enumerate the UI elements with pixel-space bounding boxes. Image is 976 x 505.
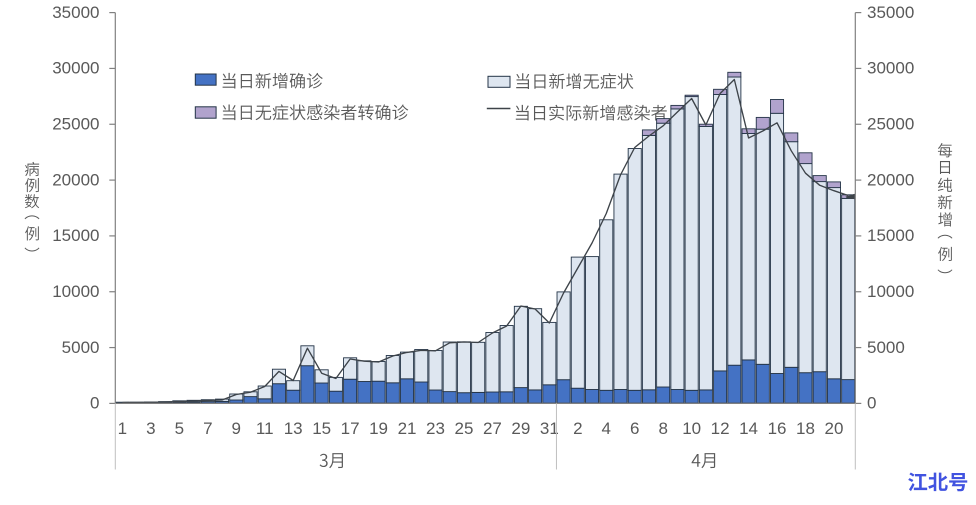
svg-text:19: 19	[369, 419, 388, 438]
svg-text:3: 3	[146, 419, 155, 438]
svg-text:0: 0	[867, 394, 876, 413]
svg-text:29: 29	[511, 419, 530, 438]
svg-text:4: 4	[602, 419, 611, 438]
svg-text:7: 7	[203, 419, 212, 438]
svg-text:20000: 20000	[867, 170, 914, 189]
svg-text:25: 25	[454, 419, 473, 438]
svg-text:35000: 35000	[52, 3, 99, 22]
svg-text:12: 12	[711, 419, 730, 438]
svg-text:0: 0	[90, 394, 99, 413]
svg-text:20000: 20000	[52, 170, 99, 189]
svg-text:13: 13	[284, 419, 303, 438]
svg-text:10000: 10000	[867, 282, 914, 301]
svg-text:15000: 15000	[867, 226, 914, 245]
svg-text:30000: 30000	[867, 59, 914, 78]
svg-text:1: 1	[118, 419, 127, 438]
svg-text:21: 21	[398, 419, 417, 438]
svg-text:5000: 5000	[867, 338, 905, 357]
svg-text:8: 8	[658, 419, 667, 438]
svg-text:2: 2	[573, 419, 582, 438]
svg-text:18: 18	[796, 419, 815, 438]
svg-text:23: 23	[426, 419, 445, 438]
svg-text:15: 15	[312, 419, 331, 438]
svg-text:15000: 15000	[52, 226, 99, 245]
svg-text:6: 6	[630, 419, 639, 438]
svg-text:25000: 25000	[867, 114, 914, 133]
svg-text:27: 27	[483, 419, 502, 438]
svg-text:9: 9	[232, 419, 241, 438]
svg-text:25000: 25000	[52, 114, 99, 133]
svg-text:30000: 30000	[52, 59, 99, 78]
svg-text:35000: 35000	[867, 3, 914, 22]
svg-text:16: 16	[768, 419, 787, 438]
svg-text:17: 17	[341, 419, 360, 438]
svg-text:5: 5	[175, 419, 184, 438]
svg-text:5000: 5000	[62, 338, 100, 357]
svg-text:20: 20	[824, 419, 843, 438]
svg-text:10000: 10000	[52, 282, 99, 301]
svg-text:11: 11	[256, 419, 274, 438]
svg-text:14: 14	[739, 419, 758, 438]
svg-text:10: 10	[682, 419, 701, 438]
